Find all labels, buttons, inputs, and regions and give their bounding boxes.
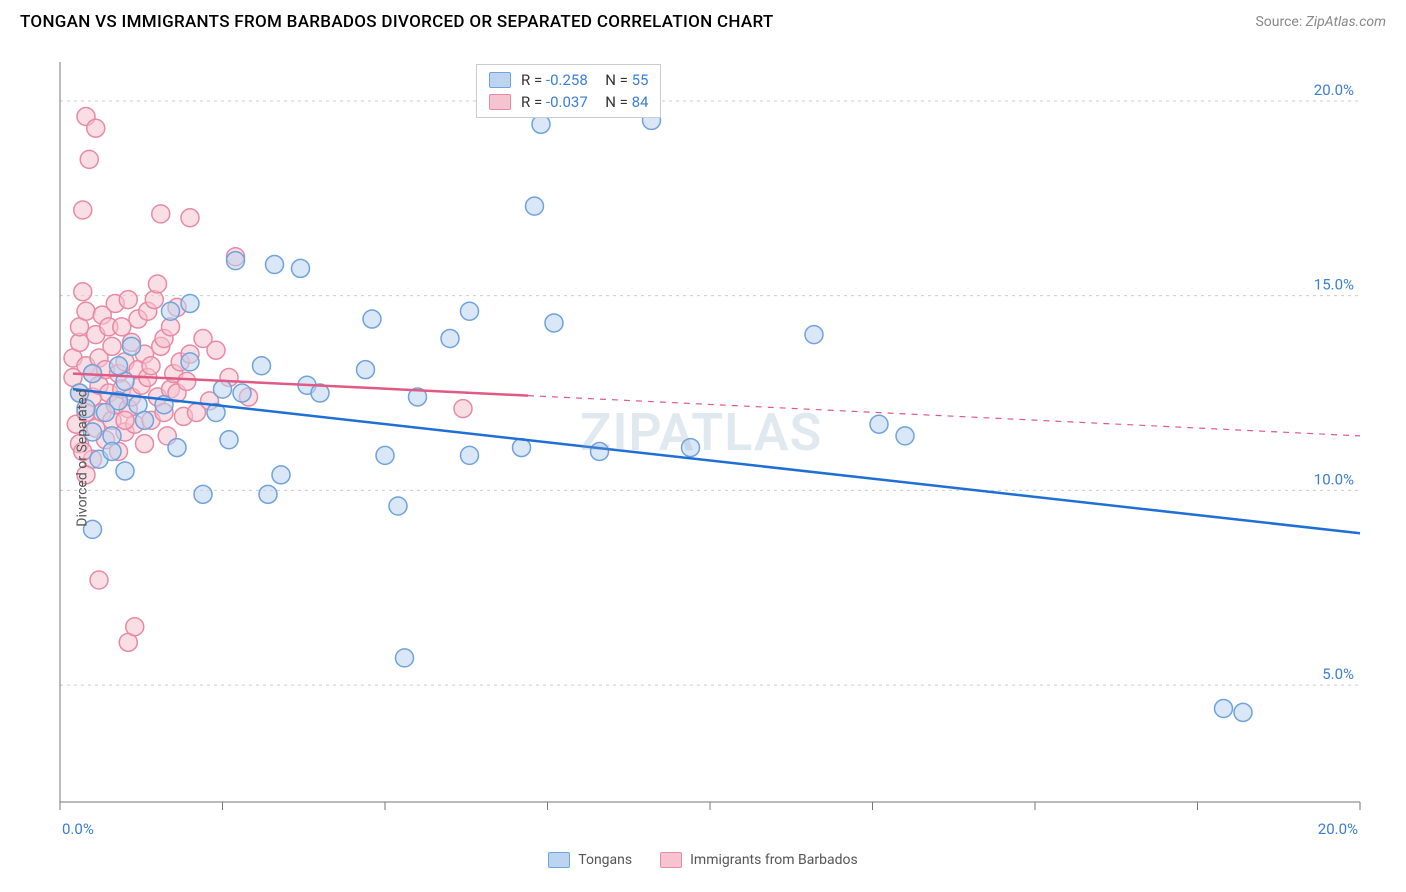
tongans-point [376,446,394,464]
source-attribution: Source: ZipAtlas.com [1255,14,1386,30]
barbados-point [74,201,92,219]
svg-text:20.0%: 20.0% [1318,820,1358,834]
tongans-point [591,442,609,460]
tongans-point [168,439,186,457]
tongans-point [233,384,251,402]
barbados-point [77,302,95,320]
tongans-point [1215,700,1233,718]
tongans-point [136,411,154,429]
tongans-point [1234,703,1252,721]
barbados-point [454,400,472,418]
tongans-point [461,446,479,464]
legend-n: N = 84 [598,93,649,111]
barbados-point [119,291,137,309]
series-legend-item: Immigrants from Barbados [660,852,858,868]
tongans-point [545,314,563,332]
barbados-point [87,119,105,137]
barbados-point [207,341,225,359]
tongans-point [97,404,115,422]
legend-swatch [489,94,511,110]
tongans-point [461,302,479,320]
tongans-point [214,380,232,398]
correlation-legend: R = -0.258 N = 55R = -0.037 N = 84 [476,64,661,118]
tongans-point [357,361,375,379]
tongans-point [363,310,381,328]
tongans-point [805,326,823,344]
y-axis-label: Divorced or Separated [75,389,91,526]
tongans-point [396,649,414,667]
tongans-point [162,302,180,320]
source-label: Source: [1255,14,1302,30]
source-value: ZipAtlas.com [1306,14,1386,30]
barbados-point [178,372,196,390]
barbados-point [181,209,199,227]
barbados-trendline-extrapolated [528,396,1360,436]
barbados-point [80,150,98,168]
tongans-point [259,485,277,503]
barbados-point [113,318,131,336]
barbados-point [103,337,121,355]
legend-swatch [548,852,570,868]
chart-area: Divorced or Separated 0.0% 20.0% 5.0% 10.0%… [20,48,1386,868]
tongans-point [116,462,134,480]
svg-text:20.0%: 20.0% [1314,81,1354,99]
tongans-point [526,197,544,215]
tongans-trendline [73,389,1360,533]
barbados-point [136,435,154,453]
tongans-point [194,485,212,503]
tongans-point [266,256,284,274]
scatter-plot-svg: 0.0% 20.0% 5.0% 10.0% 15.0% 20.0% [20,48,1386,834]
tongans-point [896,427,914,445]
tongans-point [103,442,121,460]
series-legend-label: Immigrants from Barbados [690,852,858,868]
barbados-point [74,283,92,301]
barbados-point [152,205,170,223]
tongans-point [181,353,199,371]
header: TONGAN VS IMMIGRANTS FROM BARBADOS DIVOR… [0,0,1406,40]
tongans-point [123,337,141,355]
legend-r: R = -0.037 [521,93,588,111]
chart-title: TONGAN VS IMMIGRANTS FROM BARBADOS DIVOR… [20,12,774,32]
tongans-point [253,357,271,375]
tongans-point [389,497,407,515]
barbados-point [126,618,144,636]
svg-text:10.0%: 10.0% [1314,470,1354,488]
tongans-point [292,259,310,277]
legend-r: R = -0.258 [521,71,588,89]
correlation-legend-row: R = -0.037 N = 84 [489,91,648,113]
svg-text:0.0%: 0.0% [62,820,94,834]
barbados-point [90,571,108,589]
legend-n: N = 55 [598,71,649,89]
legend-swatch [489,72,511,88]
tongans-point [682,439,700,457]
series-legend-label: Tongans [578,852,632,868]
svg-text:5.0%: 5.0% [1322,665,1354,683]
tongans-point [227,252,245,270]
tongans-point [532,115,550,133]
correlation-legend-row: R = -0.258 N = 55 [489,69,648,91]
barbados-point [116,411,134,429]
tongans-point [272,466,290,484]
legend-swatch [660,852,682,868]
series-legend: Tongans Immigrants from Barbados [20,852,1386,868]
series-legend-item: Tongans [548,852,632,868]
barbados-point [149,275,167,293]
barbados-point [145,291,163,309]
tongans-point [441,330,459,348]
tongans-point [220,431,238,449]
barbados-point [142,357,160,375]
tongans-point [110,357,128,375]
svg-text:15.0%: 15.0% [1314,276,1354,294]
tongans-point [870,415,888,433]
tongans-point [181,294,199,312]
